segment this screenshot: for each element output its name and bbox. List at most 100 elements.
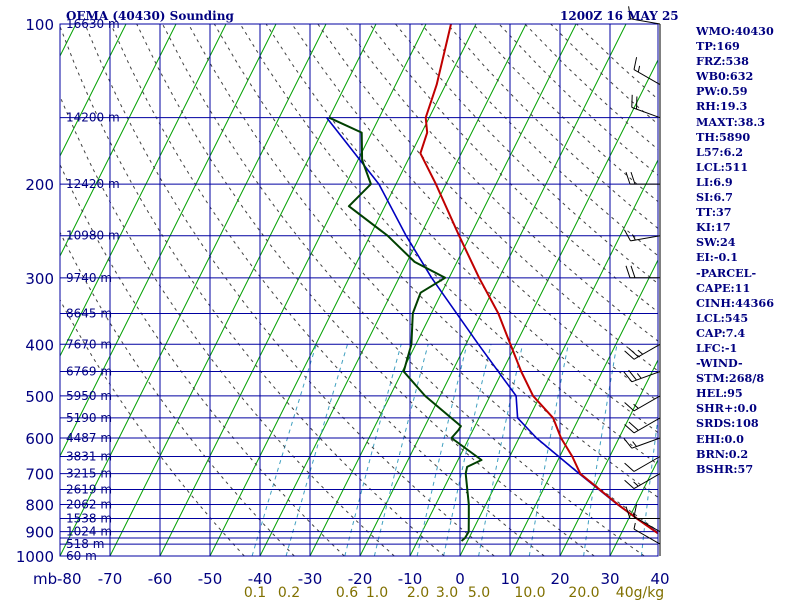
pressure-tick-label: 500 <box>25 388 54 406</box>
index-item: TP:169 <box>696 39 740 54</box>
temperature-tick-label: 10 <box>500 570 519 588</box>
index-item: LCL:545 <box>696 310 749 325</box>
dry-adiabat-line <box>84 24 495 556</box>
height-label: 9740 m <box>66 271 112 285</box>
wind-barb <box>624 456 661 472</box>
mixing-ratio-labels: 0.1 0.2 0.6 1.0 2.0 3.0 5.0 10.0 20.0 40g/kg <box>244 585 664 600</box>
isotherm-line <box>409 58 658 556</box>
plot-area <box>0 24 658 556</box>
wind-barb <box>625 506 660 519</box>
isotherms <box>0 24 658 556</box>
height-label: 1538 m <box>66 511 112 525</box>
vertical-grid <box>109 24 611 556</box>
index-item: SRDS:108 <box>696 416 759 431</box>
height-label: 10980 m <box>66 229 120 243</box>
isotherm-line <box>209 24 477 556</box>
wind-barb <box>623 437 661 449</box>
mixing-ratio-label: 1.0 <box>366 585 388 600</box>
index-item: LFC:-1 <box>696 340 738 355</box>
pressure-tick-label: 1000 <box>16 548 54 566</box>
index-item: -WIND- <box>696 356 743 371</box>
temperature-tick-label: -60 <box>148 570 173 588</box>
isotherm-line <box>609 458 658 556</box>
isotherm-line <box>459 158 658 556</box>
pressure-tick-label: 600 <box>25 430 54 448</box>
wind-barbs <box>623 6 661 545</box>
mixing-ratio-label: 0.2 <box>278 585 300 600</box>
height-label: 518 m <box>66 537 104 551</box>
wind-barb <box>625 265 660 279</box>
height-label: 6769 m <box>66 365 112 379</box>
temperature-tick-label: 30 <box>600 570 619 588</box>
temperature-tick-labels: -80 -70 -60 -50 -40 -30 -20 -10 0 10 20 30 40 <box>57 570 670 588</box>
mixing-ratio-label: 3.0 <box>436 585 458 600</box>
height-label: 12420 m <box>66 177 120 191</box>
pressure-tick-label: 100 <box>25 16 54 34</box>
mixing-ratio-line <box>478 344 524 556</box>
pressure-tick-labels: 100 200 300 400 500 600 700 800 900 1000 <box>16 16 54 566</box>
temperature-tick-label: -50 <box>198 570 223 588</box>
isotherm-line <box>0 24 26 556</box>
isotherm-line <box>359 24 627 556</box>
index-item: LI:6.9 <box>696 174 733 189</box>
index-item: CAPE:11 <box>696 280 751 295</box>
wind-barb <box>623 369 661 383</box>
stability-indices-list: WMO:40430 TP:169 FRZ:538 WB0:632 PW:0.59 RH:1… <box>696 24 774 477</box>
temperature-tick-label: 0 <box>455 570 465 588</box>
isotherm-line <box>159 24 427 556</box>
height-label: 7670 m <box>66 337 112 351</box>
index-item: PW:0.59 <box>696 84 748 99</box>
isotherm-line <box>509 258 658 556</box>
height-label: 16630 m <box>66 17 120 31</box>
mixing-ratio-label: 0.6 <box>336 585 358 600</box>
index-item: SI:6.7 <box>696 190 733 205</box>
index-item: BSHR:57 <box>696 461 754 476</box>
pressure-tick-label: 700 <box>25 466 54 484</box>
temperature-tick-label: 20 <box>550 570 569 588</box>
pressure-tick-label: 900 <box>25 524 54 542</box>
dewpoint-profile <box>328 116 483 542</box>
isotherm-line <box>309 24 577 556</box>
isotherm-line <box>559 358 658 556</box>
isotherm-line <box>60 24 327 556</box>
wind-barb <box>624 473 661 490</box>
temperature-tick-label: -40 <box>248 570 273 588</box>
temperature-tick-label: -10 <box>398 570 423 588</box>
temperature-profile <box>419 24 658 535</box>
height-label: 2619 m <box>66 483 112 497</box>
wind-barb <box>624 395 661 412</box>
pressure-tick-label: 800 <box>25 496 54 514</box>
temperature-tick-label: 40 <box>650 570 669 588</box>
station-title: OEMA (40430) Sounding <box>66 9 234 23</box>
index-item: -PARCEL- <box>696 265 757 280</box>
index-item: TH:5890 <box>696 129 751 144</box>
temperature-tick-label: -80 <box>57 570 82 588</box>
plot-frame <box>59 23 659 557</box>
isotherm-line <box>259 24 527 556</box>
wind-barb <box>633 522 661 545</box>
mixing-ratio-line <box>251 344 317 556</box>
index-item: LCL:511 <box>696 159 749 174</box>
height-label: 5190 m <box>66 411 112 425</box>
mixing-ratio-label: 5.0 <box>468 585 490 600</box>
height-label: 5950 m <box>66 389 112 403</box>
height-label: 8645 m <box>66 306 112 320</box>
mixing-ratio-line <box>373 344 429 556</box>
wind-barb <box>624 343 661 360</box>
height-label: 1024 m <box>66 525 112 539</box>
height-label: 2062 m <box>66 497 112 511</box>
index-item: RH:19.3 <box>696 99 748 114</box>
wind-barb <box>625 171 660 185</box>
index-item: KI:17 <box>696 220 731 235</box>
dry-adiabat-line <box>213 24 658 498</box>
index-item: CINH:44366 <box>696 295 774 310</box>
index-item: CAP:7.4 <box>696 325 746 340</box>
mixing-ratio-label: 20.0 <box>568 585 599 600</box>
wind-barb <box>633 57 661 86</box>
temperature-tick-label: -20 <box>348 570 373 588</box>
temperature-tick-label: -70 <box>98 570 123 588</box>
x-axis-unit-label: mb <box>33 570 57 588</box>
mixing-ratio-label: 0.1 <box>244 585 266 600</box>
index-item: EI:-0.1 <box>696 250 738 265</box>
